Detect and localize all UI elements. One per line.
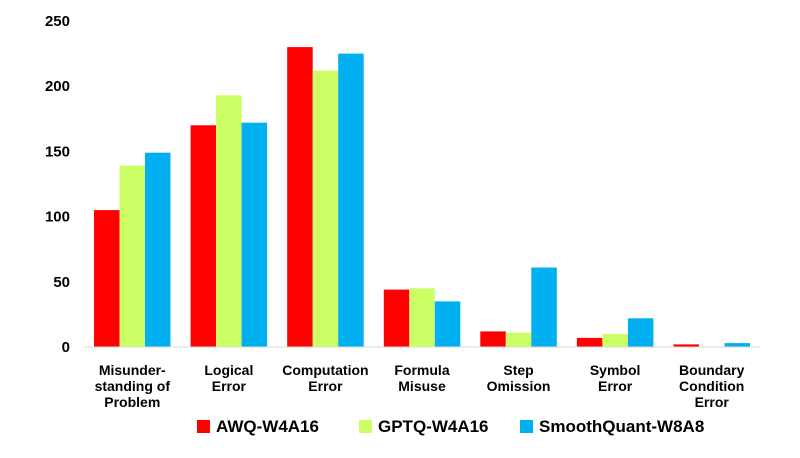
bar-awq-w4a16 bbox=[287, 47, 313, 347]
bar-awq-w4a16 bbox=[576, 337, 603, 347]
bar-gptq-w4a16 bbox=[505, 332, 532, 347]
bar-awq-w4a16 bbox=[673, 344, 699, 347]
x-tick-label: Boundary Condition Error bbox=[679, 362, 745, 410]
x-tick-label: Logical Error bbox=[204, 362, 253, 394]
bar-gptq-w4a16 bbox=[119, 165, 145, 347]
bar-smoothquant-w8a8 bbox=[724, 343, 750, 347]
legend-label: GPTQ-W4A16 bbox=[378, 417, 489, 436]
x-axis-category-labels: Misunder-standing of Problem Logical Error C… bbox=[95, 362, 745, 410]
y-tick-label: 50 bbox=[53, 274, 70, 291]
bar-smoothquant-w8a8 bbox=[531, 267, 557, 347]
bar-smoothquant-w8a8 bbox=[145, 152, 171, 347]
bar-gptq-w4a16 bbox=[312, 70, 339, 347]
bars bbox=[94, 47, 750, 347]
bar-gptq-w4a16 bbox=[602, 334, 628, 347]
legend-swatch bbox=[520, 420, 533, 433]
y-tick-label: 100 bbox=[45, 209, 70, 226]
bar-smoothquant-w8a8 bbox=[338, 53, 364, 347]
bar-awq-w4a16 bbox=[190, 125, 217, 347]
bar-gptq-w4a16 bbox=[216, 95, 242, 347]
y-tick-label: 200 bbox=[45, 78, 70, 95]
bar-gptq-w4a16 bbox=[409, 288, 435, 347]
bar-smoothquant-w8a8 bbox=[627, 318, 654, 347]
bar-awq-w4a16 bbox=[480, 331, 506, 347]
x-tick-label: Misunder-standing of Problem bbox=[95, 362, 171, 410]
legend-label: SmoothQuant-W8A8 bbox=[539, 417, 704, 436]
x-tick-label: Symbol Error bbox=[590, 362, 641, 394]
legend-label: AWQ-W4A16 bbox=[216, 417, 319, 436]
legend-swatch bbox=[197, 420, 210, 433]
bar-awq-w4a16 bbox=[383, 289, 410, 347]
x-tick-label: Computation Error bbox=[282, 362, 368, 394]
legend-swatch bbox=[359, 420, 372, 433]
bar-smoothquant-w8a8 bbox=[241, 122, 268, 347]
y-tick-label: 0 bbox=[62, 339, 70, 356]
x-tick-label: Formula Misuse bbox=[394, 362, 449, 394]
y-tick-label: 250 bbox=[45, 13, 70, 30]
x-tick-label: Step Omission bbox=[487, 362, 551, 394]
bar-smoothquant-w8a8 bbox=[434, 301, 461, 347]
y-tick-label: 150 bbox=[45, 143, 70, 160]
legend: AWQ-W4A16 GPTQ-W4A16 SmoothQuant-W8A8 bbox=[197, 417, 704, 436]
bar-awq-w4a16 bbox=[94, 210, 120, 347]
y-axis-ticks: 0 50 100 150 200 250 bbox=[45, 13, 70, 356]
